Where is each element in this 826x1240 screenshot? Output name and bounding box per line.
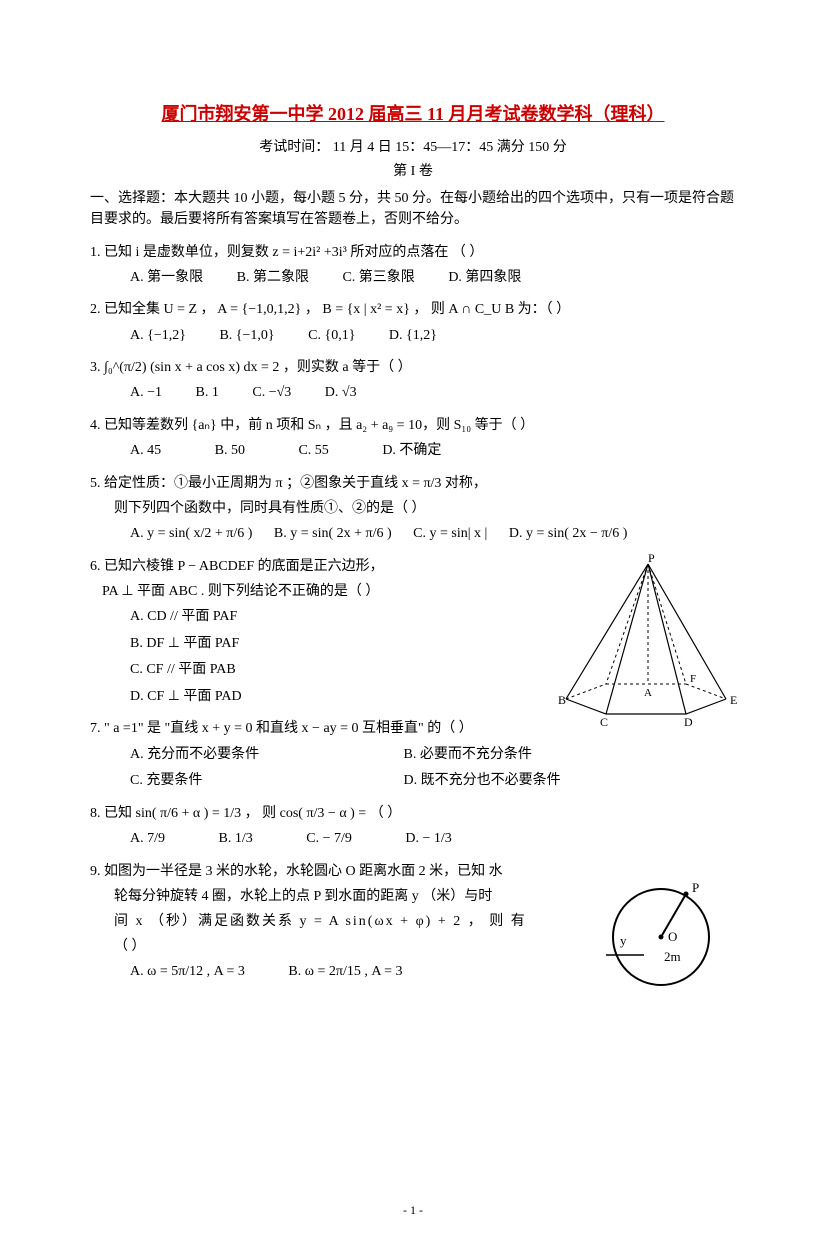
svg-text:O: O (668, 929, 677, 944)
q3-opt-c: C. −√3 (252, 380, 291, 407)
q3-opt-d: D. √3 (325, 380, 357, 407)
q9-opt-b: B. ω = 2π/15 , A = 3 (288, 959, 402, 986)
q2-stem: 2. 已知全集 U = Z ， A = {−1,0,1,2} ， B = {x … (90, 297, 736, 322)
q8-opt-c: C. − 7/9 (306, 826, 352, 853)
q7-opt-b: B. 必要而不充分条件 (404, 742, 532, 769)
q3-opt-b: B. 1 (196, 380, 219, 407)
question-8: 8. 已知 sin( π/6 + α ) = 1/3 ， 则 cos( π/3 … (90, 801, 736, 853)
q9-options: A. ω = 5π/12 , A = 3 B. ω = 2π/15 , A = … (90, 959, 586, 986)
question-2: 2. 已知全集 U = Z ， A = {−1,0,1,2} ， B = {x … (90, 297, 736, 349)
question-9-wrap: 9. 如图为一半径是 3 米的水轮，水轮圆心 O 距离水面 2 米，已知 水 轮… (90, 859, 736, 986)
q1-options: A. 第一象限 B. 第二象限 C. 第三象限 D. 第四象限 (90, 265, 736, 292)
exam-page: 厦门市翔安第一中学 2012 届高三 11 月月考试卷数学科（理科） 考试时间：… (0, 0, 826, 1240)
q5-options: A. y = sin( x/2 + π/6 ) B. y = sin( 2x +… (90, 521, 736, 548)
q4-opt-a: A. 45 (130, 438, 161, 465)
question-6-wrap: 6. 已知六棱锥 P − ABCDEF 的底面是正六边形， PA ⊥ 平面 AB… (90, 554, 736, 711)
q4-stem: 4. 已知等差数列 {aₙ} 中，前 n 项和 Sₙ ，且 a₂ + a₉ = … (90, 413, 736, 438)
q5-stem1: 5. 给定性质：①最小正周期为 π ；②图象关于直线 x = π/3 对称， (90, 471, 736, 496)
q5-opt-d: D. y = sin( 2x − π/6 ) (509, 521, 628, 548)
q4-options: A. 45 B. 50 C. 55 D. 不确定 (90, 438, 736, 465)
question-1: 1. 已知 i 是虚数单位，则复数 z = i+2i² +3i³ 所对应的点落在… (90, 240, 736, 292)
page-number: - 1 - (0, 1201, 826, 1220)
waterwheel-figure-icon: P y O 2m (596, 867, 726, 997)
q2-options: A. {−1,2} B. {−1,0} C. {0,1} D. {1,2} (90, 323, 736, 350)
question-3: 3. ∫₀^(π/2) (sin x + a cos x) dx = 2 ，则实… (90, 355, 736, 407)
q7-options: A. 充分而不必要条件 B. 必要而不充分条件 C. 充要条件 D. 既不充分也… (90, 742, 736, 795)
question-7: 7. " a =1" 是 "直线 x + y = 0 和直线 x − ay = … (90, 716, 736, 794)
q8-opt-b: B. 1/3 (219, 826, 253, 853)
q1-opt-b: B. 第二象限 (237, 265, 309, 292)
q5-opt-c: C. y = sin| x | (413, 521, 487, 548)
q3-options: A. −1 B. 1 C. −√3 D. √3 (90, 380, 736, 407)
q9-stem1: 9. 如图为一半径是 3 米的水轮，水轮圆心 O 距离水面 2 米，已知 水 (90, 859, 586, 884)
pyramid-figure-icon: P A B C D E F (536, 554, 756, 734)
q9-opt-a: A. ω = 5π/12 , A = 3 (130, 959, 245, 986)
svg-text:2m: 2m (664, 949, 681, 964)
q4-opt-d: D. 不确定 (382, 438, 441, 465)
q5-opt-a: A. y = sin( x/2 + π/6 ) (130, 521, 252, 548)
q1-stem: 1. 已知 i 是虚数单位，则复数 z = i+2i² +3i³ 所对应的点落在… (90, 240, 736, 265)
question-5: 5. 给定性质：①最小正周期为 π ；②图象关于直线 x = π/3 对称， 则… (90, 471, 736, 548)
q8-options: A. 7/9 B. 1/3 C. − 7/9 D. − 1/3 (90, 826, 736, 853)
svg-text:y: y (620, 933, 627, 948)
q5-opt-b: B. y = sin( 2x + π/6 ) (274, 521, 392, 548)
q4-opt-b: B. 50 (215, 438, 245, 465)
q1-opt-a: A. 第一象限 (130, 265, 203, 292)
q1-opt-c: C. 第三象限 (342, 265, 414, 292)
q3-stem: 3. ∫₀^(π/2) (sin x + a cos x) dx = 2 ，则实… (90, 355, 736, 380)
q7-opt-a: A. 充分而不必要条件 (130, 742, 370, 769)
q8-opt-d: D. − 1/3 (405, 826, 451, 853)
svg-text:B: B (558, 693, 566, 707)
q7-opt-d: D. 既不充分也不必要条件 (404, 768, 561, 795)
q2-opt-c: C. {0,1} (308, 323, 355, 350)
q7-stem: 7. " a =1" 是 "直线 x + y = 0 和直线 x − ay = … (90, 716, 736, 741)
q9-stem4: （ ） (90, 934, 586, 959)
q9-stem2: 轮每分钟旋转 4 圈，水轮上的点 P 到水面的距离 y （米）与时 (90, 884, 586, 909)
q8-opt-a: A. 7/9 (130, 826, 165, 853)
q2-opt-a: A. {−1,2} (130, 323, 186, 350)
q5-stem2: 则下列四个函数中，同时具有性质①、②的是（ ） (90, 496, 736, 521)
section-label: 第 I 卷 (90, 161, 736, 183)
svg-text:P: P (692, 880, 699, 895)
exam-meta: 考试时间： 11 月 4 日 15：45—17：45 满分 150 分 (90, 137, 736, 159)
question-4: 4. 已知等差数列 {aₙ} 中，前 n 项和 Sₙ ，且 a₂ + a₉ = … (90, 413, 736, 465)
q4-opt-c: C. 55 (298, 438, 328, 465)
svg-text:F: F (690, 673, 696, 685)
q8-stem: 8. 已知 sin( π/6 + α ) = 1/3 ， 则 cos( π/3 … (90, 801, 736, 826)
q9-stem3: 间 x （秒）满足函数关系 y = A sin(ωx + φ) + 2 ， 则 … (90, 909, 586, 934)
q3-opt-a: A. −1 (130, 380, 162, 407)
svg-text:A: A (644, 687, 652, 699)
svg-text:E: E (730, 693, 737, 707)
q1-opt-d: D. 第四象限 (448, 265, 521, 292)
q7-opt-c: C. 充要条件 (130, 768, 370, 795)
q2-opt-d: D. {1,2} (389, 323, 437, 350)
svg-text:P: P (648, 554, 655, 565)
q2-opt-b: B. {−1,0} (219, 323, 274, 350)
section-instructions: 一、选择题：本大题共 10 小题，每小题 5 分，共 50 分。在每小题给出的四… (90, 188, 736, 230)
exam-title: 厦门市翔安第一中学 2012 届高三 11 月月考试卷数学科（理科） (90, 100, 736, 129)
